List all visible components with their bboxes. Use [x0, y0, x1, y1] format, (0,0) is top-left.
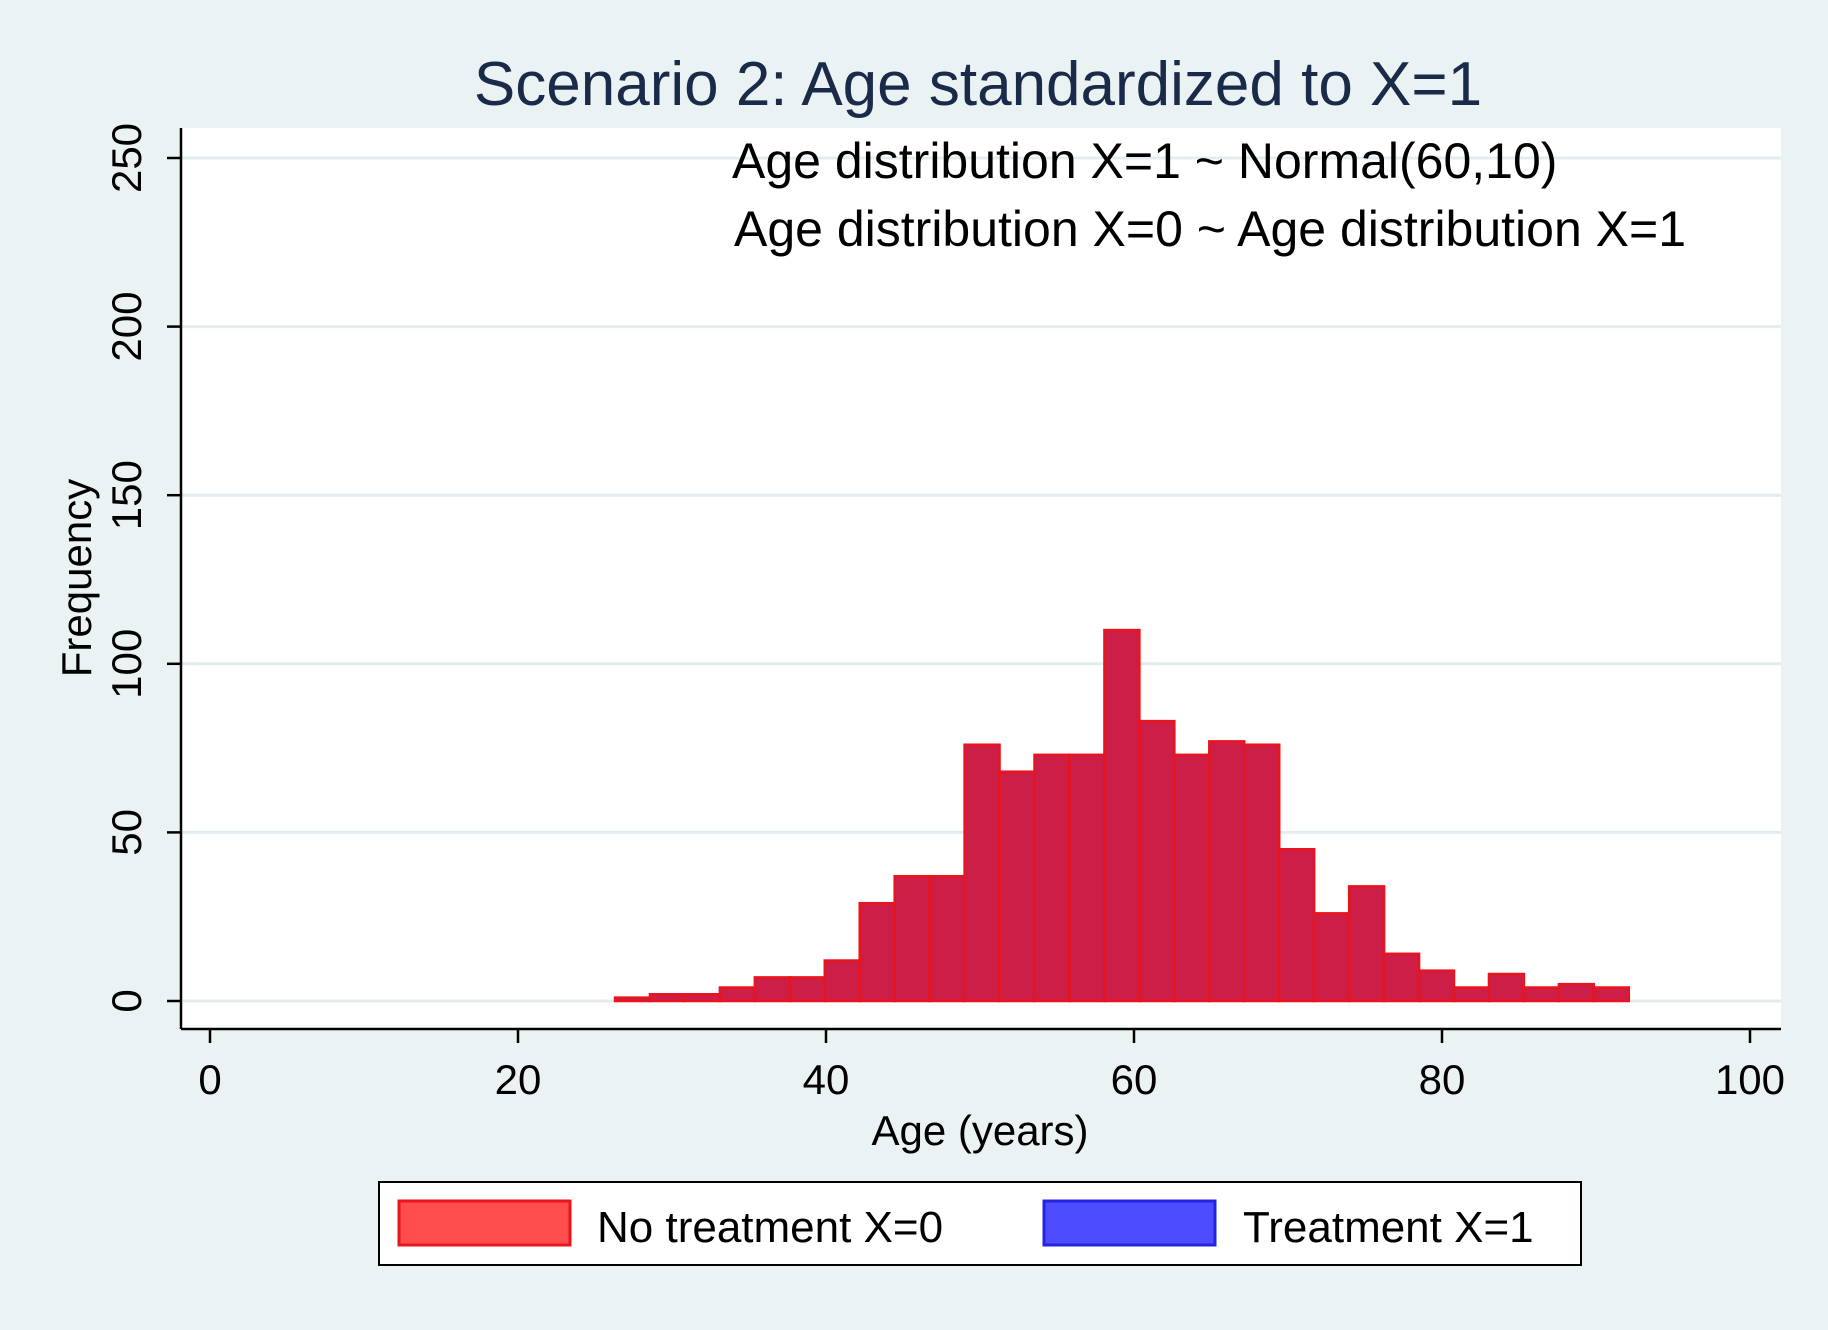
- histogram-bar: [1487, 972, 1526, 1003]
- y-tick-label: 0: [103, 989, 150, 1012]
- histogram-bar: [1173, 753, 1211, 1003]
- y-tick-label: 250: [103, 123, 150, 193]
- x-tick-label: 80: [1419, 1056, 1466, 1103]
- histogram-bar: [858, 901, 896, 1003]
- histogram-bar: [1277, 848, 1316, 1003]
- x-tick-label: 0: [198, 1056, 221, 1103]
- legend: No treatment X=0 Treatment X=1: [378, 1181, 1582, 1266]
- legend-swatch-treatment: [1042, 1199, 1217, 1247]
- chart-title: Scenario 2: Age standardized to X=1: [474, 50, 1482, 119]
- histogram-bar: [1382, 952, 1421, 1003]
- x-tick-label: 40: [803, 1056, 850, 1103]
- histogram-bar: [1312, 912, 1351, 1003]
- histogram-bar: [1103, 628, 1141, 1003]
- axes: [179, 128, 1781, 1031]
- legend-box: [378, 1181, 1582, 1266]
- y-tick-label: 200: [103, 292, 150, 362]
- histogram-bar: [753, 976, 792, 1003]
- histogram-bar: [718, 986, 757, 1003]
- y-ticks: 0 50 100 150 200 250: [103, 123, 181, 1013]
- histogram-bar: [1592, 986, 1631, 1003]
- annotation-standardized: Age distribution X=0 ~ Age distribution …: [734, 201, 1686, 257]
- histogram-bar: [893, 874, 931, 1003]
- histogram-bar: [1347, 885, 1386, 1003]
- histogram-bar: [998, 770, 1036, 1003]
- histogram-bar: [963, 743, 1001, 1003]
- x-ticks: 0 20 40 60 80 100: [198, 1029, 1785, 1103]
- y-tick-label: 50: [103, 809, 150, 856]
- histogram-bar: [1452, 986, 1491, 1003]
- histogram-bar: [1068, 753, 1106, 1003]
- x-tick-label: 20: [495, 1056, 542, 1103]
- y-tick-label: 100: [103, 629, 150, 699]
- histogram-bar: [683, 993, 722, 1003]
- histogram-bar: [1522, 986, 1561, 1003]
- legend-label-no-treatment: No treatment X=0: [597, 1203, 943, 1252]
- y-tick-label: 150: [103, 460, 150, 530]
- histogram-bar: [1243, 743, 1281, 1003]
- x-tick-label: 100: [1715, 1056, 1785, 1103]
- x-axis-title: Age (years): [871, 1107, 1088, 1154]
- histogram-bar: [1138, 719, 1176, 1003]
- histogram-bar: [613, 996, 652, 1003]
- histogram-bar: [1557, 982, 1596, 1003]
- histogram-bar: [823, 959, 861, 1003]
- histogram-bar: [648, 993, 687, 1003]
- histogram-bars: [613, 628, 1631, 1003]
- legend-swatch-no-treatment: [397, 1199, 572, 1247]
- legend-label-treatment: Treatment X=1: [1243, 1203, 1534, 1252]
- histogram-bar: [1208, 740, 1246, 1003]
- histogram-bar: [928, 874, 966, 1003]
- histogram-bar: [1033, 753, 1071, 1003]
- histogram-bar: [1417, 969, 1456, 1003]
- histogram-bar: [788, 976, 827, 1003]
- annotation-normal: Age distribution X=1 ~ Normal(60,10): [732, 133, 1557, 189]
- y-axis-title: Frequency: [53, 479, 100, 677]
- x-tick-label: 60: [1111, 1056, 1158, 1103]
